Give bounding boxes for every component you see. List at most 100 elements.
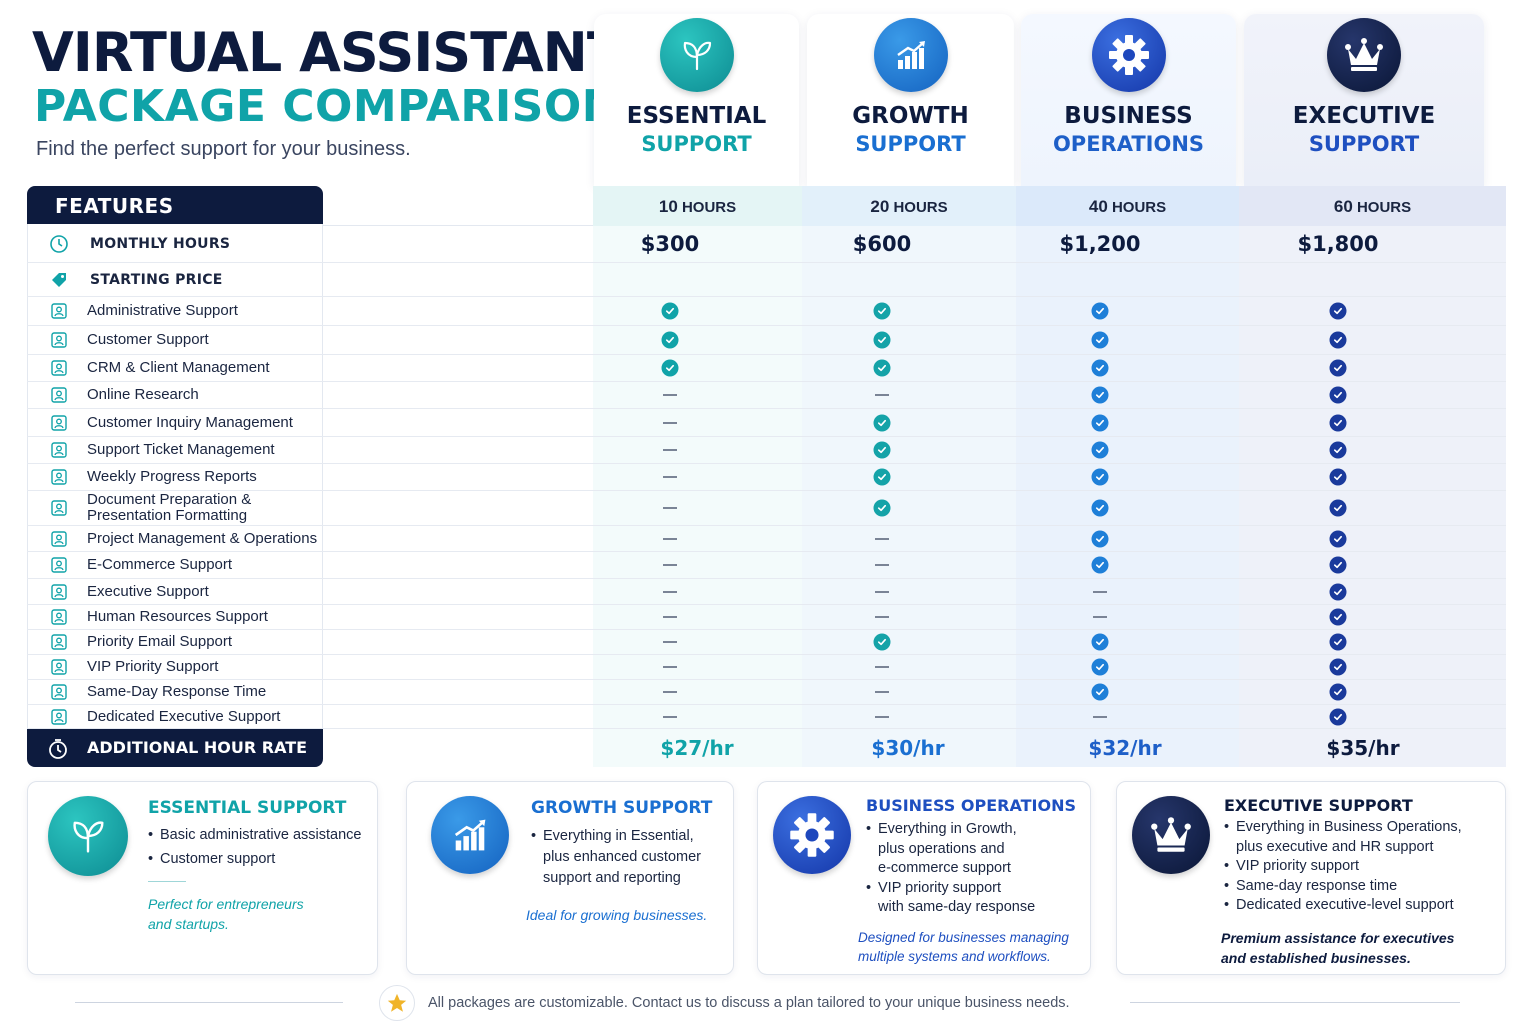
dash-icon: [1093, 715, 1107, 718]
price-executive: $1,800: [1297, 232, 1379, 256]
star-icon: [379, 985, 415, 1021]
card-bullet-cont: plus enhanced customer: [543, 849, 701, 865]
hours-business: 40 HOURS: [1016, 186, 1239, 226]
check-icon: [1329, 468, 1347, 486]
card-bullet: Everything in Essential,: [531, 826, 701, 847]
feature-label: VIP Priority Support: [87, 658, 219, 675]
price-growth: $600: [852, 232, 912, 256]
check-icon: [1091, 468, 1109, 486]
feature-row: Project Management & Operations: [27, 526, 1506, 552]
feature-label: Human Resources Support: [87, 608, 268, 625]
additional-rate-label: ADDITIONAL HOUR RATE: [87, 738, 308, 757]
feature-row: VIP Priority Support: [27, 655, 1506, 680]
card-bullet: VIP priority support: [866, 879, 1035, 899]
search-document-icon: [51, 387, 67, 403]
crown-icon: [1132, 796, 1210, 874]
card-growth: GROWTH SUPPORT Everything in Essential, …: [406, 781, 734, 975]
card-title: ESSENTIAL SUPPORT: [148, 798, 347, 818]
check-icon: [1329, 556, 1347, 574]
dash-icon: [663, 537, 677, 540]
check-icon: [1091, 530, 1109, 547]
card-tagline: Perfect for entrepreneurs and startups.: [148, 896, 304, 932]
crown-icon: [1327, 18, 1401, 92]
price-essential: $300: [640, 232, 700, 256]
plan-name: EXECUTIVE: [1292, 103, 1436, 129]
check-icon: [1329, 530, 1347, 547]
feature-label: Online Research: [87, 386, 199, 403]
monthly-hours-label: MONTHLY HOURS: [90, 236, 231, 252]
dash-icon: [875, 666, 889, 668]
clock-icon: [50, 235, 68, 253]
plan-subname: OPERATIONS: [1052, 132, 1205, 156]
card-bullet-cont: plus executive and HR support: [1236, 838, 1434, 855]
feature-row: Online Research: [27, 382, 1506, 409]
feature-label: E-Commerce Support: [87, 556, 233, 573]
check-icon: [1329, 683, 1347, 701]
price-tag-icon: [52, 272, 66, 287]
feature-row: Executive Support: [27, 579, 1506, 605]
check-icon: [1329, 302, 1347, 320]
price-business: $1,200: [1059, 232, 1141, 256]
feature-label: Customer Inquiry Management: [87, 413, 293, 431]
dash-icon: [1093, 590, 1107, 593]
check-icon: [873, 331, 891, 349]
dash-icon: [663, 394, 677, 396]
feature-label: Document Preparation & Presentation Form…: [87, 491, 252, 524]
check-icon: [873, 302, 891, 320]
dash-icon: [663, 564, 677, 566]
feature-row: Same-Day Response Time: [27, 680, 1506, 705]
report-icon: [51, 469, 67, 485]
feature-row: Support Ticket Management: [27, 437, 1506, 464]
leaf-icon: [659, 18, 734, 92]
check-icon: [661, 359, 679, 377]
email-icon: [51, 634, 67, 650]
check-icon: [1329, 608, 1347, 626]
card-bullet: VIP priority support: [1224, 857, 1462, 877]
plan-header-business: BUSINESS OPERATIONS: [1021, 14, 1236, 186]
hours-row: 10 HOURS 20 HOURS 40 HOURS 60 HOURS: [323, 186, 1506, 226]
feature-label: Project Management & Operations: [87, 529, 318, 547]
dash-icon: [875, 564, 889, 566]
monthly-hours-row: MONTHLY HOURS $300 $600 $1,200 $1,800: [27, 226, 1506, 263]
check-icon: [873, 359, 891, 377]
dash-icon: [663, 715, 677, 718]
card-tagline: Designed for businesses managing multiple…: [858, 930, 1069, 964]
feature-label: Dedicated Executive Support: [87, 707, 281, 725]
check-icon: [1329, 441, 1347, 459]
feature-row: CRM & Client Management: [27, 355, 1506, 382]
page-subtitle: Find the perfect support for your busine…: [36, 138, 411, 160]
feature-label: Administrative Support: [87, 302, 238, 319]
card-bullet: Everything in Growth,: [866, 820, 1035, 840]
feature-label: Weekly Progress Reports: [87, 468, 257, 485]
check-icon: [1091, 556, 1109, 574]
dash-icon: [875, 394, 889, 396]
card-bullet: Same-day response time: [1224, 877, 1462, 897]
card-executive: EXECUTIVE SUPPORT Everything in Business…: [1116, 781, 1506, 975]
dash-icon: [875, 715, 889, 718]
footer-note: All packages are customizable. Contact u…: [428, 995, 1070, 1011]
dash-icon: [663, 476, 677, 478]
feature-row: Administrative Support: [27, 297, 1506, 326]
dash-icon: [663, 616, 677, 618]
plan-name: BUSINESS: [1064, 103, 1193, 129]
card-bullets: Basic administrative assistance Customer…: [148, 826, 361, 869]
check-icon: [1329, 331, 1347, 349]
feature-row: Customer Support: [27, 326, 1506, 355]
plan-header-essential: ESSENTIAL SUPPORT: [594, 14, 799, 186]
feature-label: Priority Email Support: [87, 633, 233, 650]
box-icon: [51, 530, 67, 547]
dash-icon: [663, 590, 677, 593]
check-icon: [1091, 633, 1109, 651]
dash-icon: [875, 537, 889, 540]
ticket-icon: [51, 442, 67, 458]
feature-row: Document Preparation & Presentation Form…: [27, 491, 1506, 526]
check-icon: [1091, 499, 1109, 517]
feature-row: Priority Email Support: [27, 630, 1506, 655]
hours-essential: 10 HOURS: [593, 186, 802, 226]
card-bullet: Everything in Business Operations,: [1224, 818, 1462, 838]
card-tagline: Premium assistance for executives and est…: [1221, 930, 1455, 966]
feature-row: Customer Inquiry Management: [27, 409, 1506, 437]
plan-name: GROWTH: [852, 103, 969, 129]
check-icon: [873, 414, 891, 431]
check-icon: [1329, 414, 1347, 431]
